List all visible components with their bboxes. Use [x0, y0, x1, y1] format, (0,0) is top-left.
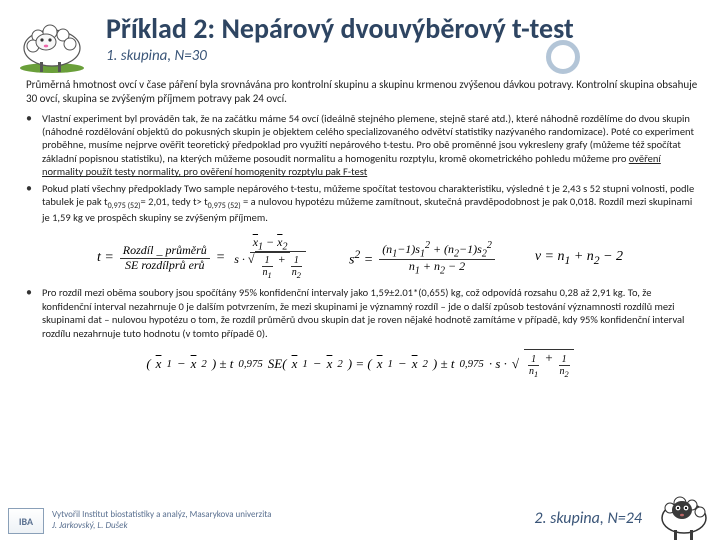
credits: Vytvořil Institut biostatistiky a analýz… [52, 510, 272, 532]
formula-row-1: t = Rozdíl _ průměrůSE rozdílprů erů = x… [0, 236, 720, 281]
group1-label: 1. skupina, N=30 [106, 47, 708, 65]
intro-text: Průměrná hmotnost ovcí v čase páření byl… [0, 76, 720, 110]
bullet-1-text: Vlastní experiment byl prováděn tak, že … [42, 112, 694, 165]
bullet-2: Pokud platí všechny předpoklady Two samp… [26, 182, 702, 225]
accent-circle [546, 40, 580, 74]
bullet-1: Vlastní experiment byl prováděn tak, že … [26, 112, 702, 179]
bullet-3: Pro rozdíl mezi oběma soubory jsou spočí… [26, 286, 702, 340]
formula-s2: s2 = (n1−1)s12 + (n2−1)s22n1 + n2 − 2 [349, 240, 495, 277]
credits-line2: J. Jarkovský, L. Dušek [52, 521, 272, 532]
bullet-2-sub1: 0,975 (52) [108, 201, 141, 211]
formula-row-2: (x1 − x2) ± t0,975 SE(x1 − x2) = (x1 − x… [0, 349, 720, 379]
formula-ci: (x1 − x2) ± t0,975 SE(x1 − x2) = (x1 − x… [146, 349, 573, 379]
footer: IBA Vytvořil Institut biostatistiky a an… [8, 508, 712, 534]
bullet-list-2: Pro rozdíl mezi oběma soubory jsou spočí… [0, 284, 720, 345]
bullet-2-b: = 2,01, tedy t> t [141, 195, 208, 208]
sheep-icon [8, 8, 98, 76]
bullet-2-sub2: 0,975 (52) [208, 201, 241, 211]
page-title: Příklad 2: Nepárový dvouvýběrový t-test [106, 14, 708, 45]
iba-logo: IBA [8, 508, 44, 534]
formula-v: v = n1 + n2 − 2 [535, 249, 623, 267]
bullet-list: Vlastní experiment byl prováděn tak, že … [0, 110, 720, 230]
group2-label: 2. skupina, N=24 [534, 509, 642, 528]
formula-t: t = Rozdíl _ průměrůSE rozdílprů erů = x… [97, 236, 309, 281]
bullet-3-text: Pro rozdíl mezi oběma soubory jsou spočí… [42, 286, 684, 339]
sheep-bottom-icon [650, 480, 716, 540]
